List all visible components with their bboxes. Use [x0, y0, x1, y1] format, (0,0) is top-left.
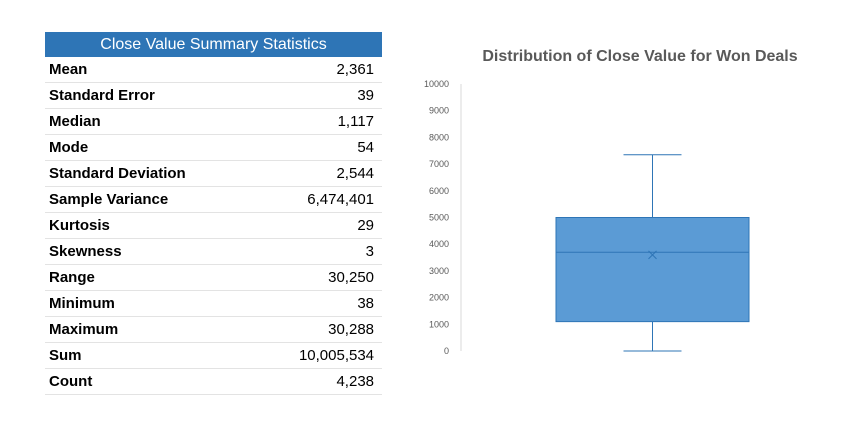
stat-value: 38	[265, 290, 383, 317]
y-tick-label: 3000	[429, 266, 449, 276]
stat-label: Minimum	[45, 290, 265, 317]
table-row: Median 1,117	[45, 108, 383, 135]
table-row: Sample Variance 6,474,401	[45, 186, 383, 213]
table-row: Standard Error 39	[45, 82, 383, 109]
stat-label: Standard Deviation	[45, 160, 265, 187]
stat-label: Kurtosis	[45, 212, 265, 239]
table-row: Range 30,250	[45, 264, 383, 291]
stat-label: Standard Error	[45, 82, 265, 109]
table-body: Mean 2,361 Standard Error 39 Median 1,117 Mode…	[45, 57, 383, 395]
y-tick-label: 8000	[429, 132, 449, 142]
plot-area	[555, 154, 750, 352]
y-tick-label: 9000	[429, 106, 449, 116]
stat-value: 2,544	[265, 160, 383, 187]
stat-label: Median	[45, 108, 265, 135]
y-tick-label: 4000	[429, 239, 449, 249]
y-tick-label: 5000	[429, 213, 449, 223]
y-axis: 0 1000 2000 3000 4000 5000 6000 7000 8000 9000 100…	[424, 79, 462, 356]
chart-title: Distribution of Close Value for Won Deal…	[482, 48, 798, 65]
stat-value: 30,288	[265, 316, 383, 343]
stat-label: Mode	[45, 134, 265, 161]
stat-value: 30,250	[265, 264, 383, 291]
table-row: Mode 54	[45, 134, 383, 161]
table-row: Standard Deviation 2,544	[45, 160, 383, 187]
y-tick-label: 10000	[424, 79, 449, 89]
y-tick-label: 7000	[429, 159, 449, 169]
stat-label: Count	[45, 368, 265, 395]
y-tick-label: 6000	[429, 186, 449, 196]
summary-statistics-table: Close Value Summary Statistics Mean 2,361…	[45, 32, 383, 395]
stat-label: Range	[45, 264, 265, 291]
stat-value: 1,117	[265, 108, 383, 135]
stat-label: Maximum	[45, 316, 265, 343]
stat-value: 29	[265, 212, 383, 239]
stat-label: Mean	[45, 57, 265, 83]
y-tick-label: 2000	[429, 293, 449, 303]
stat-value: 54	[265, 134, 383, 161]
table-row: Maximum 30,288	[45, 316, 383, 343]
table-row: Mean 2,361	[45, 57, 383, 83]
stat-label: Sum	[45, 342, 265, 369]
interquartile-box	[555, 217, 750, 323]
table-row: Skewness 3	[45, 238, 383, 265]
stat-label: Sample Variance	[45, 186, 265, 213]
stat-value: 10,005,534	[265, 342, 383, 369]
stat-label: Skewness	[45, 238, 265, 265]
table-title: Close Value Summary Statistics	[45, 32, 383, 57]
stat-value: 2,361	[265, 57, 383, 83]
table-row: Sum 10,005,534	[45, 342, 383, 369]
y-tick-label: 1000	[429, 319, 449, 329]
stat-value: 6,474,401	[265, 186, 383, 213]
mean-marker	[648, 250, 657, 260]
stat-value: 39	[265, 82, 383, 109]
stat-value: 4,238	[265, 368, 383, 395]
y-tick-label: 0	[444, 346, 449, 356]
table-row: Count 4,238	[45, 368, 383, 395]
table-row: Kurtosis 29	[45, 212, 383, 239]
table-header-row: Close Value Summary Statistics	[45, 32, 383, 57]
stat-value: 3	[265, 238, 383, 265]
table-row: Minimum 38	[45, 290, 383, 317]
